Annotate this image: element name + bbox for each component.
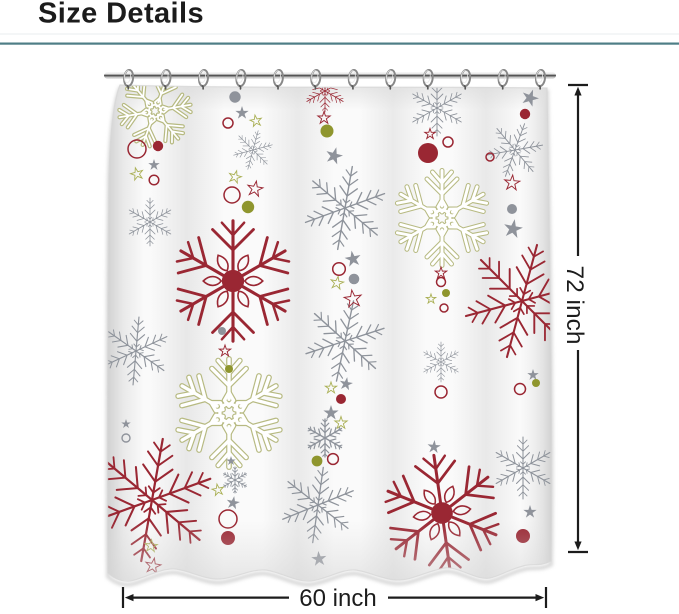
- svg-text:60 inch: 60 inch: [299, 585, 376, 609]
- svg-text:72 inch: 72 inch: [561, 265, 588, 344]
- svg-text:Size Details: Size Details: [38, 0, 204, 30]
